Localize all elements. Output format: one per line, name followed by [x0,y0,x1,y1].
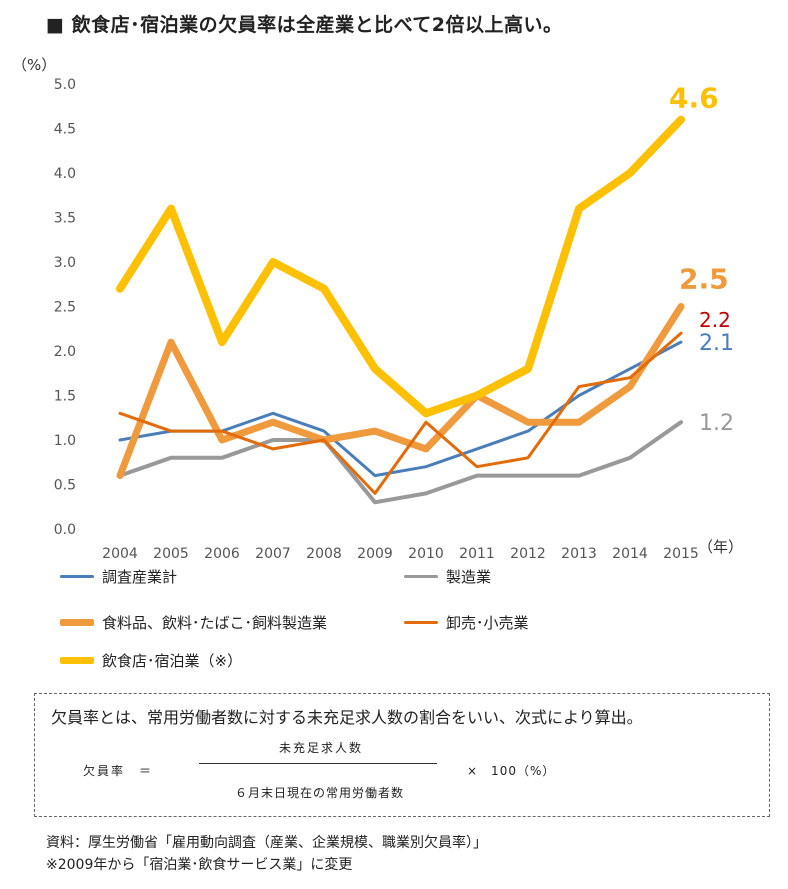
y-tick-label: 2.0 [54,344,76,360]
legend-item: 卸売･小売業 [404,612,529,633]
page-title: ■ 飲食店･宿泊業の欠員率は全産業と比べて2倍以上高い。 [46,14,563,36]
formula-denominator: ６月末日現在の常用労働者数 [235,786,405,800]
x-tick-label: 2015 [663,546,699,562]
data-label: 1.2 [699,411,734,436]
legend-label: 卸売･小売業 [446,614,529,632]
x-tick-label: 2011 [459,546,495,562]
note-line: ※2009年から「宿泊業･飲食サービス業」に変更 [46,857,353,873]
x-tick-label: 2008 [306,546,342,562]
legend-swatch [60,657,94,664]
series-line-1 [118,420,683,505]
legend-label: 製造業 [446,568,492,586]
source-note: 資料：厚生労働省「雇用動向調査（産業、企業規模、職業別欠員率）」 ※2009年か… [46,832,487,876]
formula-box: 欠員率とは、常用労働者数に対する未充足求人数の割合をいい、次式により算出。 未充… [34,693,770,817]
legend-label: 食料品、飲料･たばこ･飼料製造業 [102,614,328,632]
legend-item: 飲食店･宿泊業（※） [60,650,242,671]
x-tick-label: 2010 [408,546,444,562]
formula-intro: 欠員率とは、常用労働者数に対する未充足求人数の割合をいい、次式により算出。 [51,708,643,727]
legend-swatch [60,619,94,626]
y-tick-label: 1.0 [54,433,76,449]
legend-swatch [404,621,438,624]
x-tick-label: 2014 [612,546,648,562]
data-label: 2.5 [679,263,729,296]
source-line: 資料：厚生労働省「雇用動向調査（産業、企業規模、職業別欠員率）」 [46,835,487,851]
y-tick-label: 3.0 [54,255,76,271]
x-tick-label: 2006 [204,546,240,562]
series-line-2 [116,303,685,480]
x-tick-label: 2012 [510,546,546,562]
legend-label: 調査産業計 [102,568,178,586]
x-tick-label: 2004 [102,546,138,562]
data-label: 4.6 [669,82,719,115]
formula-fraction-line [199,763,437,764]
series-line-3 [118,331,683,495]
legend-item: 食料品、飲料･たばこ･飼料製造業 [60,612,327,633]
formula-label: 欠員率 ＝ [83,764,154,778]
y-tick-label: 2.5 [54,300,76,316]
y-tick-label: 5.0 [54,77,76,93]
legend-item: 調査産業計 [60,566,177,587]
x-tick-label: 2007 [255,546,291,562]
formula-numerator: 未充足求人数 [279,741,364,755]
legend-item: 製造業 [404,566,491,587]
series-line-4 [116,115,685,418]
line-chart: （%） 0.0 0.5 1.0 1.5 2.0 2.5 3.0 3.5 4.0 4.5 5.0 2004… [12,56,743,562]
y-tick-label: 1.5 [54,389,76,405]
y-axis-label: （%） [12,56,56,74]
legend-swatch [404,575,438,578]
y-tick-label: 0.5 [54,478,76,494]
y-tick-label: 3.5 [54,211,76,227]
legend-swatch [60,575,94,578]
data-label: 2.1 [699,331,734,356]
y-tick-label: 4.0 [54,166,76,182]
x-tick-label: 2005 [153,546,189,562]
y-tick-label: 0.0 [54,522,76,538]
formula-multiplier: × 100（%） [467,764,556,778]
x-axis-label: （年） [698,538,743,556]
data-label: 2.2 [699,308,731,332]
legend-label: 飲食店･宿泊業（※） [102,652,243,670]
x-tick-label: 2009 [357,546,393,562]
x-tick-label: 2013 [561,546,597,562]
y-tick-label: 4.5 [54,122,76,138]
